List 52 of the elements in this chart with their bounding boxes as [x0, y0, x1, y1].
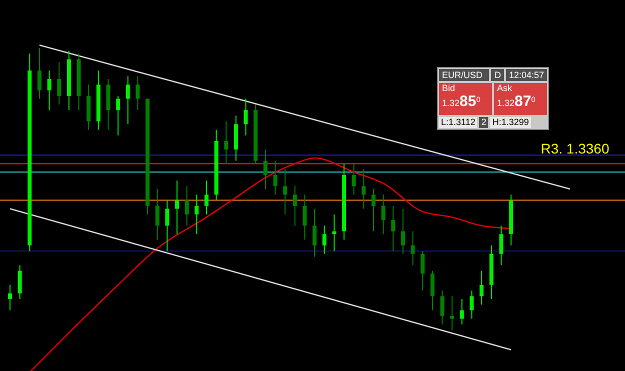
- annotation: EUR/USD: [439, 69, 490, 81]
- candlestick: [400, 208, 405, 254]
- annotation: H:1.3299: [490, 117, 531, 128]
- candlestick: [460, 298, 464, 325]
- candlestick: [165, 200, 170, 252]
- candlestick: [57, 62, 62, 105]
- candlestick: [322, 225, 326, 254]
- candlestick: [312, 208, 317, 258]
- annotation: Bid: [442, 83, 456, 93]
- annotation: 0: [476, 95, 480, 104]
- candlestick: [8, 284, 12, 311]
- candlestick: [184, 186, 189, 226]
- annotation: D: [491, 69, 504, 81]
- candlestick: [372, 188, 376, 232]
- annotation: L:1.3112: [439, 117, 478, 128]
- annotation: 12:04:57: [506, 69, 547, 81]
- candlestick: [18, 264, 22, 300]
- candlestick: [204, 180, 208, 215]
- candlestick: [244, 98, 248, 136]
- candlestick: [136, 76, 140, 111]
- text: 87: [514, 93, 532, 110]
- text: 85: [460, 93, 476, 110]
- candlestick: [352, 163, 356, 196]
- candlestick: [37, 48, 42, 100]
- candlestick: [410, 230, 415, 266]
- candlestick: [430, 270, 434, 311]
- candlestick: [480, 270, 484, 306]
- ref-line-label: R3. 1.3360: [540, 140, 610, 157]
- candlestick: [362, 168, 366, 210]
- annotation: 1.32: [497, 98, 515, 108]
- candlestick: [194, 194, 199, 235]
- candlestick: [302, 194, 307, 240]
- candlestick: [126, 76, 130, 125]
- annotation: 0: [531, 95, 536, 104]
- candlestick: [263, 149, 268, 190]
- candlestick: [381, 194, 386, 235]
- candlestick: [391, 205, 396, 252]
- annotation: Ask: [497, 83, 512, 93]
- candlestick: [175, 180, 180, 235]
- annotation: 2: [479, 117, 488, 128]
- annotation: 1.32: [442, 98, 460, 108]
- candlestick: [499, 225, 504, 266]
- candlestick: [47, 70, 52, 111]
- candlestick: [273, 160, 278, 196]
- candlestick: [420, 250, 425, 292]
- candlestick: [292, 186, 297, 226]
- candlestick: [440, 290, 444, 325]
- candlestick: [224, 120, 228, 164]
- candlestick: [116, 95, 120, 136]
- candlestick: [283, 168, 288, 215]
- candlestick: [155, 188, 160, 240]
- candlestick: [470, 290, 474, 320]
